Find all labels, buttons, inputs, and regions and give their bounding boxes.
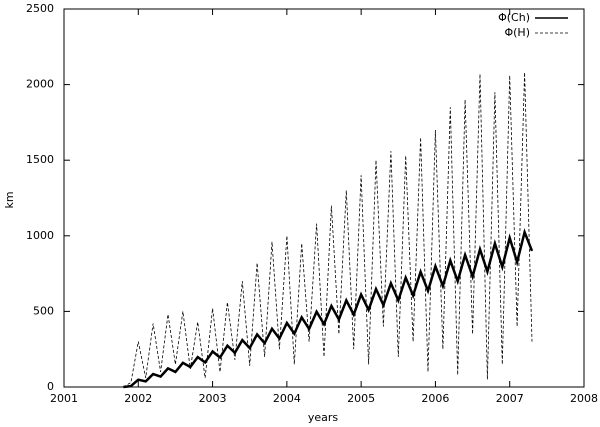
y-tick-label: 1000 xyxy=(26,229,54,242)
x-tick-label: 2006 xyxy=(421,392,449,405)
x-tick-label: 2003 xyxy=(199,392,227,405)
x-tick-label: 2002 xyxy=(124,392,152,405)
x-tick-label: 2005 xyxy=(347,392,375,405)
x-axis-label: years xyxy=(308,411,339,424)
series-line xyxy=(123,72,533,388)
y-tick-label: 500 xyxy=(33,304,54,317)
plot-frame xyxy=(63,8,585,388)
legend-label: Φ(Ch) xyxy=(498,11,530,24)
legend-label: Φ(H) xyxy=(504,26,530,39)
x-tick-label: 2004 xyxy=(273,392,301,405)
y-tick-label: 2500 xyxy=(26,2,54,15)
x-tick-label: 2001 xyxy=(50,392,78,405)
y-tick-label: 0 xyxy=(47,380,54,393)
x-tick-label: 2008 xyxy=(570,392,598,405)
x-tick-label: 2007 xyxy=(496,392,524,405)
y-tick-label: 1500 xyxy=(26,153,54,166)
y-axis-label: km xyxy=(3,191,16,208)
series-line xyxy=(123,228,534,389)
y-tick-label: 2000 xyxy=(26,78,54,91)
